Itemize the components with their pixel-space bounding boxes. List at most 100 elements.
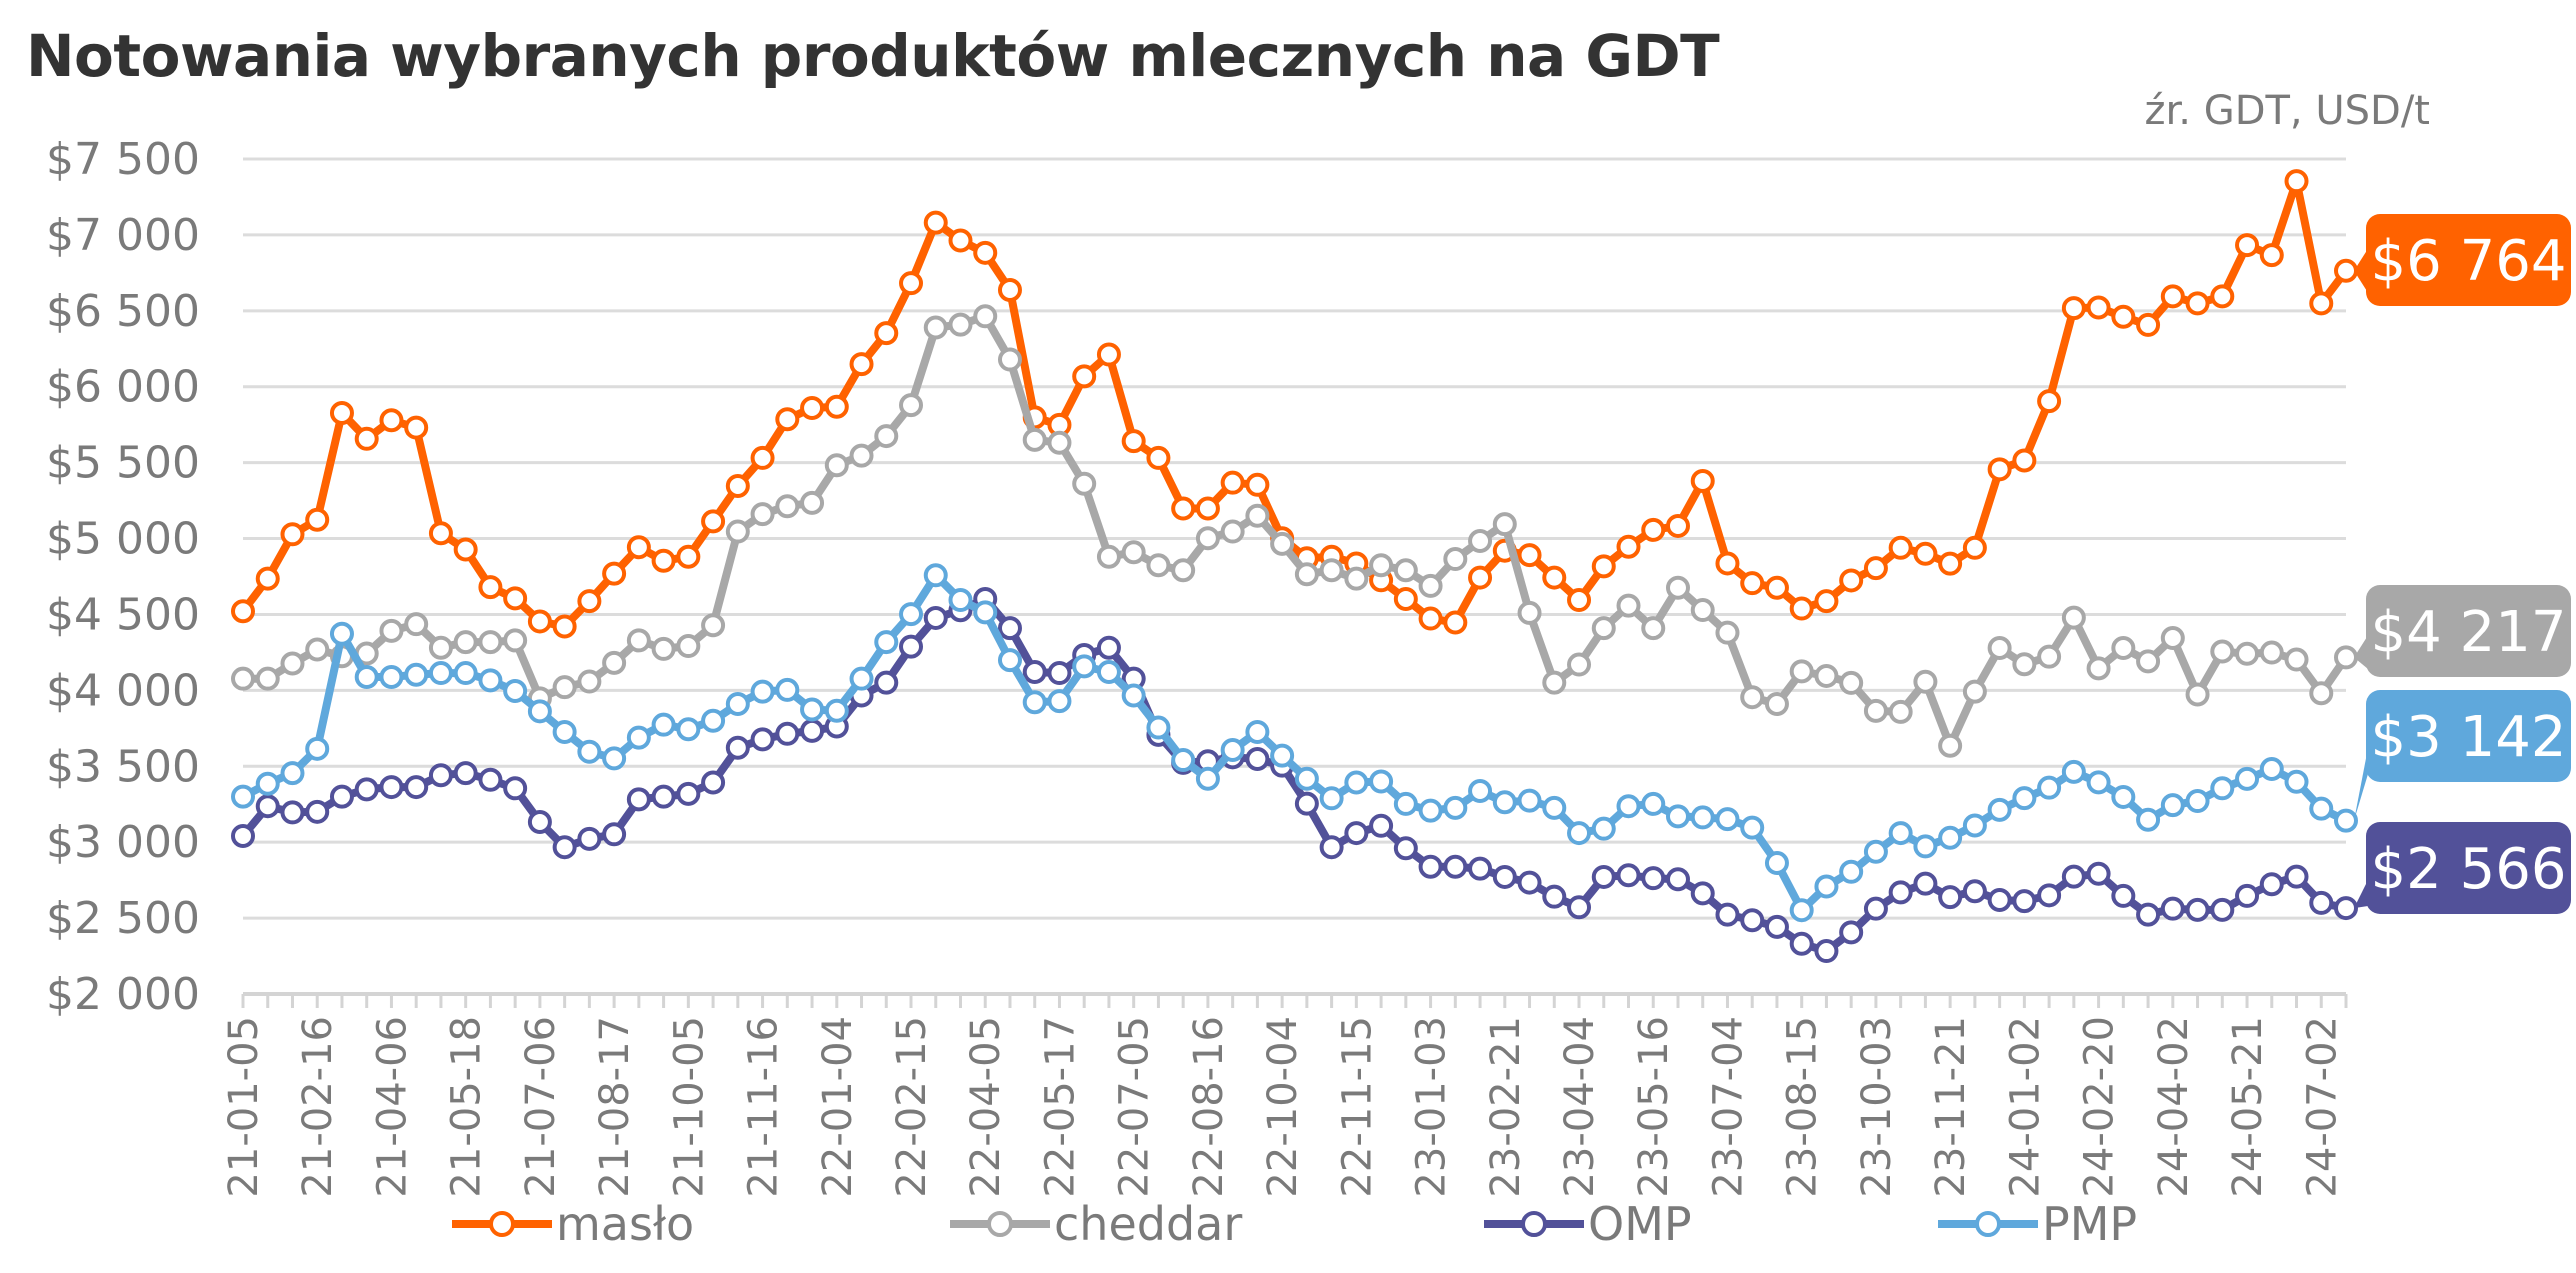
data-point-cheddar xyxy=(1195,526,1220,551)
x-tick-label: 22-10-04 xyxy=(1260,1016,1306,1198)
data-point-masło xyxy=(478,575,503,600)
data-point-OMP xyxy=(577,826,602,851)
data-point-masło xyxy=(1220,470,1245,495)
data-point-cheddar xyxy=(379,618,404,643)
data-point-OMP xyxy=(428,763,453,788)
x-tick-label: 22-11-15 xyxy=(1334,1016,1380,1198)
data-point-OMP xyxy=(602,822,627,847)
data-point-masło xyxy=(2185,291,2210,316)
data-point-OMP xyxy=(1641,866,1666,891)
data-point-PMP xyxy=(775,677,800,702)
data-point-PMP xyxy=(651,712,676,737)
data-point-cheddar xyxy=(1616,593,1641,618)
chart-title: Notowania wybranych produktów mlecznych … xyxy=(26,22,1720,90)
data-point-cheddar xyxy=(231,666,255,691)
data-point-OMP xyxy=(527,809,552,834)
data-point-OMP xyxy=(1715,902,1740,927)
data-point-cheddar xyxy=(2111,636,2136,661)
data-point-PMP xyxy=(1492,790,1517,815)
data-point-PMP xyxy=(1665,804,1690,829)
x-tick-label: 22-01-04 xyxy=(815,1016,861,1198)
x-tick-label: 21-08-17 xyxy=(592,1016,638,1198)
data-point-PMP xyxy=(379,665,404,690)
data-point-masło xyxy=(1567,588,1592,613)
x-tick-label: 24-05-21 xyxy=(2225,1016,2271,1198)
data-point-cheddar xyxy=(1220,519,1245,544)
data-point-cheddar xyxy=(824,453,849,478)
data-point-masło xyxy=(404,415,429,440)
data-point-PMP xyxy=(1393,791,1418,816)
y-tick-label: $2 500 xyxy=(46,893,200,944)
data-point-OMP xyxy=(404,775,429,800)
data-point-PMP xyxy=(2160,793,2185,818)
data-point-masło xyxy=(2334,258,2358,283)
data-point-PMP xyxy=(1863,839,1888,864)
data-point-masło xyxy=(2235,233,2260,258)
data-point-PMP xyxy=(725,692,750,717)
y-tick-label: $5 000 xyxy=(46,514,200,565)
x-tick-label: 22-04-05 xyxy=(963,1016,1009,1198)
x-tick-label: 23-08-15 xyxy=(1780,1016,1826,1198)
data-point-masło xyxy=(676,544,701,569)
data-point-masło xyxy=(2136,312,2161,337)
data-point-masło xyxy=(750,445,775,470)
data-point-OMP xyxy=(1962,879,1987,904)
data-point-masło xyxy=(874,321,899,346)
data-point-PMP xyxy=(626,725,651,750)
data-point-PMP xyxy=(305,736,330,761)
data-point-cheddar xyxy=(453,630,478,655)
data-point-masło xyxy=(1740,571,1765,596)
data-point-cheddar xyxy=(626,628,651,653)
x-tick-label: 21-01-05 xyxy=(221,1016,267,1198)
callout-pointer-PMP xyxy=(2354,748,2368,821)
data-point-masło xyxy=(2160,284,2185,309)
data-point-cheddar xyxy=(750,502,775,527)
data-point-OMP xyxy=(1591,864,1616,889)
data-point-PMP xyxy=(2284,769,2309,794)
data-point-cheddar xyxy=(1121,540,1146,565)
y-tick-label: $3 500 xyxy=(46,741,200,792)
data-point-PMP xyxy=(1096,659,1121,684)
data-point-OMP xyxy=(2012,889,2037,914)
data-point-cheddar xyxy=(1690,598,1715,623)
data-point-PMP xyxy=(2111,784,2136,809)
data-point-cheddar xyxy=(2210,639,2235,664)
data-point-PMP xyxy=(1715,807,1740,832)
data-point-masło xyxy=(602,561,627,586)
data-point-cheddar xyxy=(2309,681,2334,706)
x-tick-label: 23-01-03 xyxy=(1409,1016,1455,1198)
data-point-PMP xyxy=(1344,770,1369,795)
data-point-PMP xyxy=(354,665,379,690)
data-point-PMP xyxy=(1171,748,1196,773)
legend-marker-cheddar xyxy=(987,1211,1013,1237)
data-point-masło xyxy=(453,537,478,562)
data-point-cheddar xyxy=(2185,682,2210,707)
data-point-cheddar xyxy=(2061,605,2086,630)
data-point-masło xyxy=(1616,534,1641,559)
data-point-cheddar xyxy=(651,636,676,661)
data-point-masło xyxy=(428,521,453,546)
data-point-OMP xyxy=(379,775,404,800)
data-point-OMP xyxy=(2284,864,2309,889)
data-point-masło xyxy=(800,395,825,420)
data-point-masło xyxy=(1814,589,1839,614)
x-tick-label: 21-05-18 xyxy=(444,1016,490,1198)
data-point-OMP xyxy=(1665,867,1690,892)
data-point-masło xyxy=(2037,389,2062,414)
data-point-cheddar xyxy=(1591,616,1616,641)
data-point-masło xyxy=(1938,551,1963,576)
data-point-cheddar xyxy=(1022,427,1047,452)
data-point-cheddar xyxy=(775,494,800,519)
data-point-OMP xyxy=(2334,896,2358,921)
data-point-masło xyxy=(1665,513,1690,538)
data-point-cheddar xyxy=(1294,562,1319,587)
data-point-PMP xyxy=(1146,715,1171,740)
last-value-label-masło: $6 764 xyxy=(2371,229,2567,294)
legend-marker-OMP xyxy=(1521,1211,1547,1237)
data-point-cheddar xyxy=(1641,616,1666,641)
data-point-OMP xyxy=(923,605,948,630)
data-point-masło xyxy=(2284,169,2309,194)
data-point-OMP xyxy=(354,777,379,802)
data-point-PMP xyxy=(1294,766,1319,791)
data-point-cheddar xyxy=(1443,547,1468,572)
